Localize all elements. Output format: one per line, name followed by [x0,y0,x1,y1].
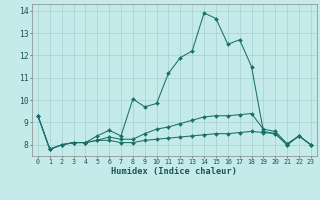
X-axis label: Humidex (Indice chaleur): Humidex (Indice chaleur) [111,167,237,176]
